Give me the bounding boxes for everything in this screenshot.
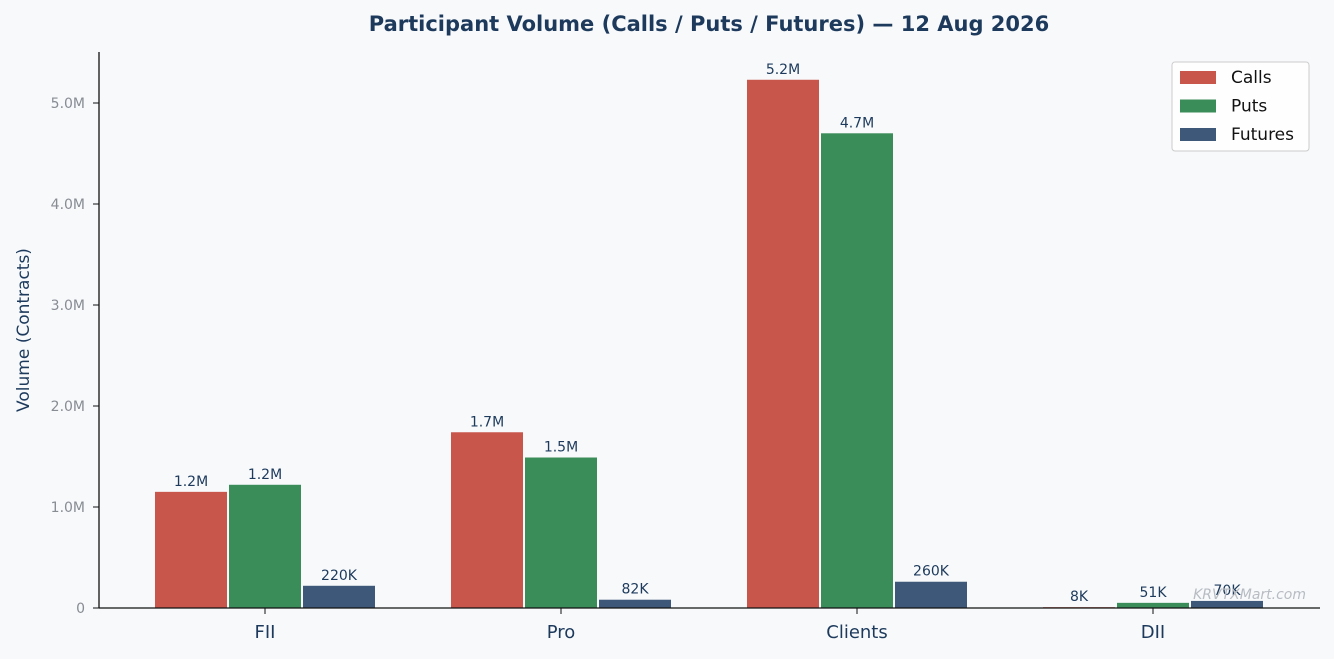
data-label: 1.2M — [248, 467, 282, 483]
x-tick-label: Pro — [547, 622, 576, 643]
legend-label-calls: Calls — [1231, 68, 1272, 88]
x-tick-label: FII — [255, 622, 276, 643]
y-tick-label: 1.0M — [51, 500, 85, 516]
x-tick-label: DII — [1141, 622, 1165, 643]
bar-puts-dii — [1117, 602, 1189, 608]
bar-futures-clients — [895, 581, 967, 608]
data-label: 260K — [913, 564, 950, 580]
bar-futures-pro — [599, 599, 671, 608]
y-axis-ticks: 0 1.0M 2.0M 3.0M 4.0M 5.0M — [51, 96, 99, 617]
bar-puts-fii — [229, 484, 301, 608]
data-label: 220K — [321, 568, 358, 584]
legend-label-puts: Puts — [1231, 97, 1267, 117]
x-axis-ticks: FII Pro Clients DII — [255, 608, 1165, 643]
legend-swatch-futures — [1180, 128, 1216, 141]
data-label: 70K — [1214, 583, 1242, 599]
data-label: 1.5M — [544, 440, 578, 456]
bar-series — [155, 79, 1263, 609]
bar-puts-clients — [821, 133, 893, 609]
y-tick-label: 0 — [76, 601, 85, 617]
data-label: 5.2M — [766, 62, 800, 78]
chart-title: Participant Volume (Calls / Puts / Futur… — [369, 12, 1049, 36]
legend: Calls Puts Futures — [1171, 61, 1310, 152]
legend-swatch-puts — [1180, 99, 1216, 113]
y-tick-label: 4.0M — [51, 197, 85, 213]
y-tick-label: 5.0M — [51, 96, 85, 112]
data-label: 4.7M — [840, 115, 874, 131]
bar-futures-fii — [303, 585, 375, 608]
bar-calls-clients — [747, 79, 819, 608]
legend-label-futures: Futures — [1231, 125, 1294, 145]
x-tick-label: Clients — [826, 622, 888, 643]
bar-puts-pro — [525, 457, 597, 608]
y-tick-label: 2.0M — [51, 399, 85, 415]
bar-futures-dii — [1191, 600, 1263, 608]
watermark: KRVTXMart.com — [1193, 587, 1306, 603]
legend-swatch-calls — [1180, 71, 1216, 84]
bar-calls-pro — [451, 432, 523, 608]
data-labels: 1.2M 1.2M 220K 1.7M 1.5M 82K 5.2M 4.7M 260K 8K 51K… — [174, 62, 1241, 605]
data-label: 51K — [1140, 585, 1168, 601]
y-tick-label: 3.0M — [51, 298, 85, 314]
data-label: 8K — [1070, 589, 1089, 605]
data-label: 1.7M — [470, 414, 504, 430]
bar-calls-fii — [155, 491, 227, 608]
y-axis-label: Volume (Contracts) — [14, 248, 34, 412]
data-label: 1.2M — [174, 474, 208, 490]
data-label: 82K — [622, 582, 650, 598]
